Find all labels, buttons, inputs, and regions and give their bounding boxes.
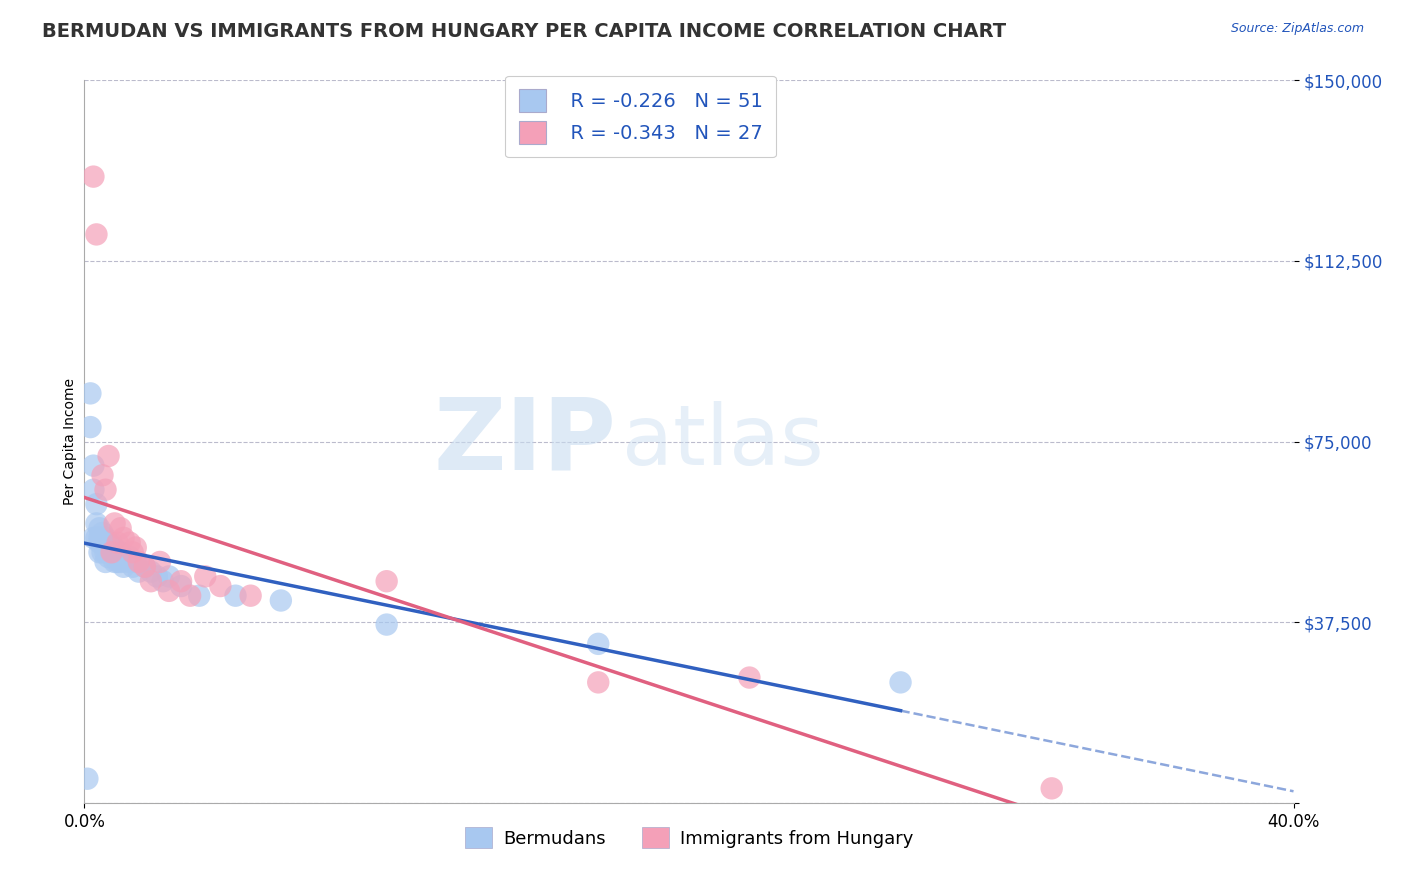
Point	[94, 555, 117, 569]
Point	[86, 516, 108, 531]
Point	[890, 675, 912, 690]
Point	[89, 545, 111, 559]
Point	[157, 583, 180, 598]
Point	[170, 574, 193, 589]
Point	[79, 420, 101, 434]
Point	[157, 569, 180, 583]
Point	[89, 531, 111, 545]
Point	[149, 555, 172, 569]
Point	[94, 545, 117, 559]
Point	[209, 579, 232, 593]
Point	[104, 541, 127, 555]
Y-axis label: Per Capita Income: Per Capita Income	[63, 378, 77, 505]
Point	[86, 497, 108, 511]
Point	[110, 521, 132, 535]
Point	[97, 535, 120, 549]
Point	[115, 555, 138, 569]
Point	[107, 545, 129, 559]
Point	[125, 541, 148, 555]
Point	[107, 555, 129, 569]
Point	[112, 550, 135, 565]
Point	[100, 535, 122, 549]
Point	[104, 555, 127, 569]
Point	[82, 531, 104, 545]
Point	[125, 555, 148, 569]
Point	[134, 559, 156, 574]
Point	[82, 483, 104, 497]
Point	[112, 559, 135, 574]
Point	[97, 550, 120, 565]
Point	[91, 545, 114, 559]
Point	[89, 535, 111, 549]
Point	[100, 545, 122, 559]
Point	[104, 516, 127, 531]
Point	[94, 531, 117, 545]
Point	[146, 569, 169, 583]
Point	[97, 449, 120, 463]
Point	[118, 550, 141, 565]
Point	[375, 617, 398, 632]
Point	[91, 468, 114, 483]
Point	[139, 565, 162, 579]
Point	[94, 483, 117, 497]
Point	[188, 589, 211, 603]
Text: atlas: atlas	[623, 401, 824, 482]
Point	[86, 227, 108, 242]
Point	[128, 555, 150, 569]
Point	[79, 386, 101, 401]
Point	[170, 579, 193, 593]
Point	[107, 535, 129, 549]
Point	[82, 458, 104, 473]
Point	[100, 545, 122, 559]
Point	[139, 574, 162, 589]
Point	[270, 593, 292, 607]
Point	[110, 555, 132, 569]
Point	[112, 531, 135, 545]
Point	[128, 565, 150, 579]
Point	[239, 589, 262, 603]
Point	[152, 574, 174, 589]
Point	[82, 169, 104, 184]
Point	[121, 545, 143, 559]
Point	[134, 559, 156, 574]
Point	[375, 574, 398, 589]
Text: BERMUDAN VS IMMIGRANTS FROM HUNGARY PER CAPITA INCOME CORRELATION CHART: BERMUDAN VS IMMIGRANTS FROM HUNGARY PER …	[42, 22, 1007, 41]
Point	[194, 569, 217, 583]
Point	[97, 541, 120, 555]
Point	[110, 545, 132, 559]
Point	[121, 559, 143, 574]
Legend: Bermudans, Immigrants from Hungary: Bermudans, Immigrants from Hungary	[458, 820, 920, 855]
Point	[91, 526, 114, 541]
Point	[588, 637, 610, 651]
Point	[179, 589, 201, 603]
Point	[738, 671, 761, 685]
Point	[588, 675, 610, 690]
Point	[104, 545, 127, 559]
Point	[91, 535, 114, 549]
Point	[118, 535, 141, 549]
Point	[89, 521, 111, 535]
Text: ZIP: ZIP	[433, 393, 616, 490]
Point	[86, 531, 108, 545]
Point	[76, 772, 98, 786]
Text: Source: ZipAtlas.com: Source: ZipAtlas.com	[1230, 22, 1364, 36]
Point	[1040, 781, 1063, 796]
Point	[225, 589, 247, 603]
Point	[94, 535, 117, 549]
